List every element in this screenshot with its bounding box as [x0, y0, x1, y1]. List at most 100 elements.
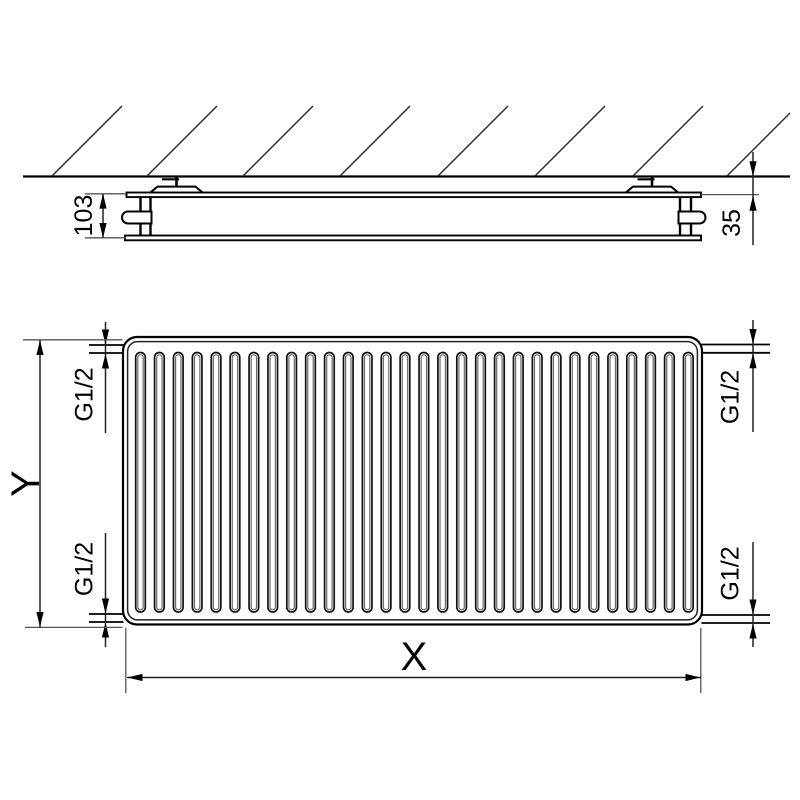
fin — [550, 351, 562, 613]
width-label: X — [401, 635, 428, 679]
arrow-down-icon — [101, 329, 110, 345]
wall-clearance-label: 35 — [718, 209, 746, 237]
arrow-up-icon — [749, 195, 757, 211]
fin — [663, 351, 676, 613]
fin — [342, 351, 354, 613]
fin-inner-line — [439, 354, 447, 611]
dim-connection-bottom-left: G1/2 — [71, 533, 110, 647]
hatch-line — [726, 112, 791, 177]
mounting-bracket-right — [622, 177, 682, 195]
dim-connection-top-right: G1/2 — [717, 320, 757, 432]
fin — [380, 351, 392, 613]
fin-inner-line — [344, 354, 352, 611]
fin — [285, 351, 298, 613]
fin — [588, 351, 600, 613]
connection-label-bottom-right: G1/2 — [717, 546, 745, 600]
depth-label: 103 — [70, 195, 98, 237]
fin — [474, 351, 487, 613]
fin-inner-line — [420, 354, 428, 611]
radiator-body-inner-line — [126, 340, 699, 621]
fin — [134, 351, 147, 613]
fin-inner-line — [250, 354, 258, 611]
fin — [191, 351, 203, 613]
fin-inner-line — [193, 354, 201, 611]
hatch-line — [534, 105, 606, 177]
height-label: Y — [4, 470, 48, 497]
fin — [625, 351, 638, 613]
fin-inner-line — [401, 354, 409, 611]
arrow-down-icon — [749, 599, 757, 615]
fin — [418, 351, 430, 613]
connection-label-top-right: G1/2 — [717, 370, 745, 424]
fin-inner-line — [326, 354, 333, 611]
front-view: G1/2 G1/2 G1/2 G1/2 — [4, 320, 770, 693]
fin-inner-line — [533, 354, 541, 611]
fin-inner-line — [609, 354, 617, 611]
arrow-up-icon — [749, 353, 757, 369]
fin — [361, 351, 373, 613]
fin-inner-line — [269, 354, 277, 611]
hatch-line — [51, 105, 123, 177]
dim-width: X — [125, 628, 702, 693]
radiator-back-panel — [125, 191, 702, 199]
arrow-up-icon — [101, 622, 110, 638]
fin-inner-line — [571, 354, 579, 611]
arrow-up-icon — [36, 340, 44, 355]
wall-hatching — [51, 105, 791, 177]
fin — [437, 351, 449, 613]
connection-stub-side-right — [677, 210, 707, 225]
fin-inner-line — [288, 354, 295, 611]
fin — [512, 351, 524, 613]
fin-inner-line — [590, 354, 598, 611]
arrow-right-icon — [685, 673, 701, 682]
dim-depth: 103 — [70, 193, 126, 239]
fin — [304, 351, 317, 613]
arrow-down-icon — [749, 329, 757, 344]
connection-stub-bottom-right — [701, 614, 770, 624]
fin — [229, 351, 241, 613]
fin — [607, 351, 619, 613]
fin-inner-line — [477, 354, 484, 611]
fin — [569, 351, 581, 613]
fin-inner-line — [307, 354, 314, 611]
connection-label-top-left: G1/2 — [71, 367, 99, 421]
fin-inner-line — [174, 354, 182, 611]
fins — [134, 351, 694, 613]
arrow-down-icon — [101, 598, 110, 614]
fin-inner-line — [382, 354, 390, 611]
fin — [531, 351, 543, 613]
dim-wall-clearance: 35 — [701, 152, 759, 245]
fin-inner-line — [496, 354, 503, 611]
dim-connection-top-left: G1/2 — [71, 322, 110, 433]
arrow-up-icon — [749, 623, 757, 639]
fin — [153, 351, 166, 613]
fin-inner-line — [137, 354, 144, 611]
connection-stub-side-left — [121, 210, 153, 225]
arrow-up-icon — [99, 193, 107, 209]
arrow-down-icon — [36, 612, 44, 627]
fin — [455, 351, 468, 613]
fin-inner-line — [684, 354, 692, 611]
fin — [323, 351, 336, 613]
hatch-line — [632, 105, 704, 177]
hatch-line — [339, 105, 411, 177]
hatch-line — [242, 105, 314, 177]
fin — [399, 351, 411, 613]
radiator-front-panel — [124, 234, 702, 242]
fin — [493, 351, 506, 613]
fin — [267, 351, 279, 613]
arrow-down-icon — [749, 161, 757, 177]
mounting-bracket-left — [146, 177, 207, 195]
fin — [210, 351, 222, 613]
connection-label-bottom-left: G1/2 — [71, 542, 99, 596]
fin-inner-line — [458, 354, 465, 611]
fin-inner-line — [628, 354, 635, 611]
dim-connection-bottom-right: G1/2 — [717, 542, 757, 647]
fin — [248, 351, 260, 613]
fin-inner-line — [231, 354, 239, 611]
fin — [682, 351, 694, 613]
dim-height: Y — [4, 339, 123, 629]
arrow-up-icon — [101, 353, 110, 369]
